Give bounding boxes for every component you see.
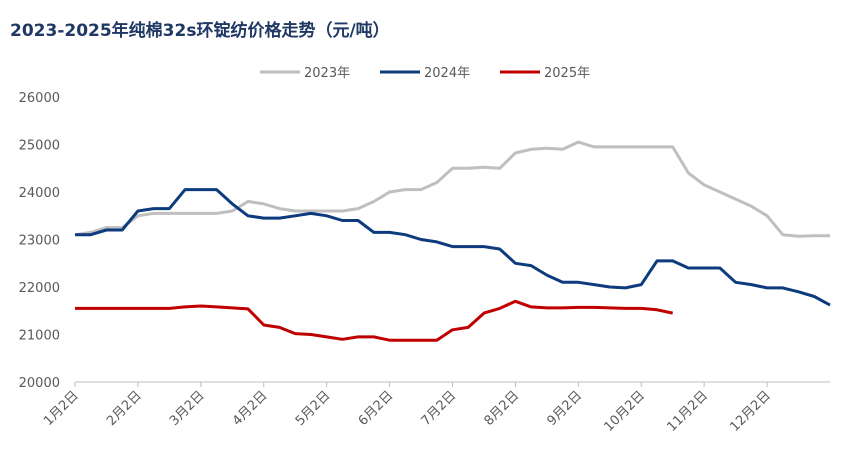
x-tick-label: 6月2日 [356, 388, 397, 429]
y-tick-label: 24000 [19, 186, 60, 201]
y-tick-label: 25000 [19, 139, 60, 154]
x-tick-label: 11月2日 [664, 388, 711, 435]
y-tick-label: 23000 [19, 234, 60, 249]
series-line [74, 140, 830, 238]
x-tick-label: 7月2日 [419, 388, 460, 429]
legend-label: 2023年 [304, 66, 350, 81]
x-tick-label: 12月2日 [727, 388, 774, 435]
legend-label: 2024年 [424, 66, 470, 81]
x-tick-label: 3月2日 [167, 388, 208, 429]
x-tick-label: 1月2日 [41, 388, 82, 429]
x-tick-label: 9月2日 [544, 388, 585, 429]
legend-label: 2025年 [544, 66, 590, 81]
x-tick-label: 2月2日 [104, 388, 145, 429]
series-line [75, 188, 831, 307]
chart-title: 2023-2025年纯棉32s环锭纺价格走势（元/吨） [10, 20, 390, 41]
y-tick-label: 22000 [19, 281, 60, 296]
x-tick-label: 4月2日 [230, 388, 271, 429]
y-tick-label: 20000 [19, 376, 60, 391]
x-tick-label: 8月2日 [482, 388, 523, 429]
x-tick-label: 10月2日 [602, 388, 649, 435]
y-tick-label: 26000 [19, 91, 60, 106]
series-line [75, 299, 674, 342]
x-tick-label: 5月2日 [293, 388, 334, 429]
y-tick-label: 21000 [19, 329, 60, 344]
